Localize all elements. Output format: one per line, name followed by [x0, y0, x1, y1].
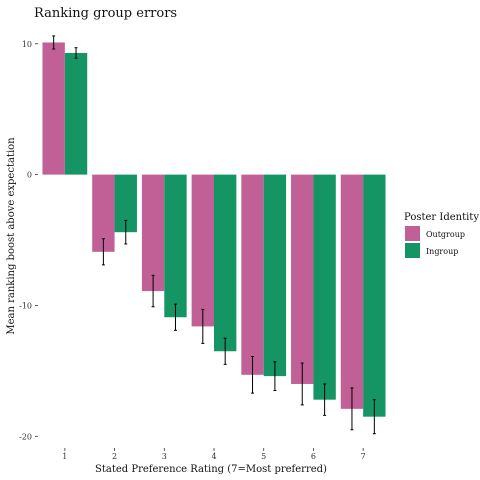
x-tick-label-6: 6 [311, 452, 316, 461]
errorbars-layer [52, 35, 376, 435]
errorbar-outgroup-4 [201, 308, 205, 344]
legend-swatch-outgroup [405, 226, 420, 241]
errorbar-ingroup-2 [124, 219, 128, 245]
chart-title: Ranking group errors [34, 6, 177, 21]
bar-outgroup-5 [241, 174, 264, 375]
x-tick-label-5: 5 [261, 452, 266, 461]
bar-ingroup-7 [363, 174, 386, 417]
x-tick-label-3: 3 [162, 452, 167, 461]
y-tick-label--10: -10 [19, 301, 32, 310]
errorbar-outgroup-6 [300, 362, 304, 406]
bar-ingroup-3 [164, 174, 187, 318]
x-axis-label: Stated Preference Rating (7=Most preferr… [95, 464, 327, 475]
x-axis: 1 2 3 4 5 6 7 [62, 448, 366, 461]
y-tick-label-0: 0 [27, 171, 32, 180]
errorbar-ingroup-6 [323, 383, 327, 416]
bar-outgroup-6 [291, 174, 314, 384]
errorbar-outgroup-5 [251, 355, 255, 394]
bar-outgroup-3 [141, 174, 165, 292]
errorbar-ingroup-7 [372, 399, 376, 435]
x-tick-label-4: 4 [211, 452, 216, 461]
bar-ingroup-2 [114, 174, 137, 233]
legend-item-outgroup: Outgroup [405, 226, 465, 241]
y-tick-label-10: 10 [22, 40, 32, 49]
x-tick-label-7: 7 [361, 452, 366, 461]
legend-swatch-ingroup [405, 243, 420, 258]
bar-ingroup-4 [214, 174, 237, 352]
y-axis-label: Mean ranking boost above expectation [6, 137, 17, 335]
legend-title: Poster Identity [404, 212, 479, 223]
bar-outgroup-2 [92, 174, 115, 252]
errorbar-ingroup-4 [223, 337, 227, 365]
errorbar-ingroup-1 [74, 47, 78, 59]
errorbar-outgroup-1 [52, 35, 56, 50]
bar-outgroup-1 [42, 42, 65, 175]
legend: Poster Identity Outgroup Ingroup [404, 212, 479, 258]
bar-ingroup-6 [313, 174, 336, 400]
y-tick-label--20: -20 [19, 432, 32, 441]
x-tick-label-1: 1 [62, 452, 67, 461]
errorbar-ingroup-5 [273, 361, 277, 392]
y-axis: 10 0 -10 -20 [19, 40, 38, 441]
bar-outgroup-7 [340, 174, 364, 409]
bar-ingroup-1 [64, 52, 88, 175]
legend-item-ingroup: Ingroup [405, 243, 458, 258]
legend-label-ingroup: Ingroup [426, 247, 458, 256]
bar-ingroup-5 [263, 174, 287, 377]
errorbar-outgroup-3 [151, 274, 155, 308]
bars-layer [42, 42, 386, 417]
errorbar-outgroup-7 [350, 387, 354, 431]
errorbar-outgroup-2 [101, 238, 105, 266]
legend-label-outgroup: Outgroup [426, 230, 465, 239]
x-tick-label-2: 2 [112, 452, 117, 461]
errorbar-ingroup-3 [173, 303, 177, 331]
bar-outgroup-4 [191, 174, 214, 327]
